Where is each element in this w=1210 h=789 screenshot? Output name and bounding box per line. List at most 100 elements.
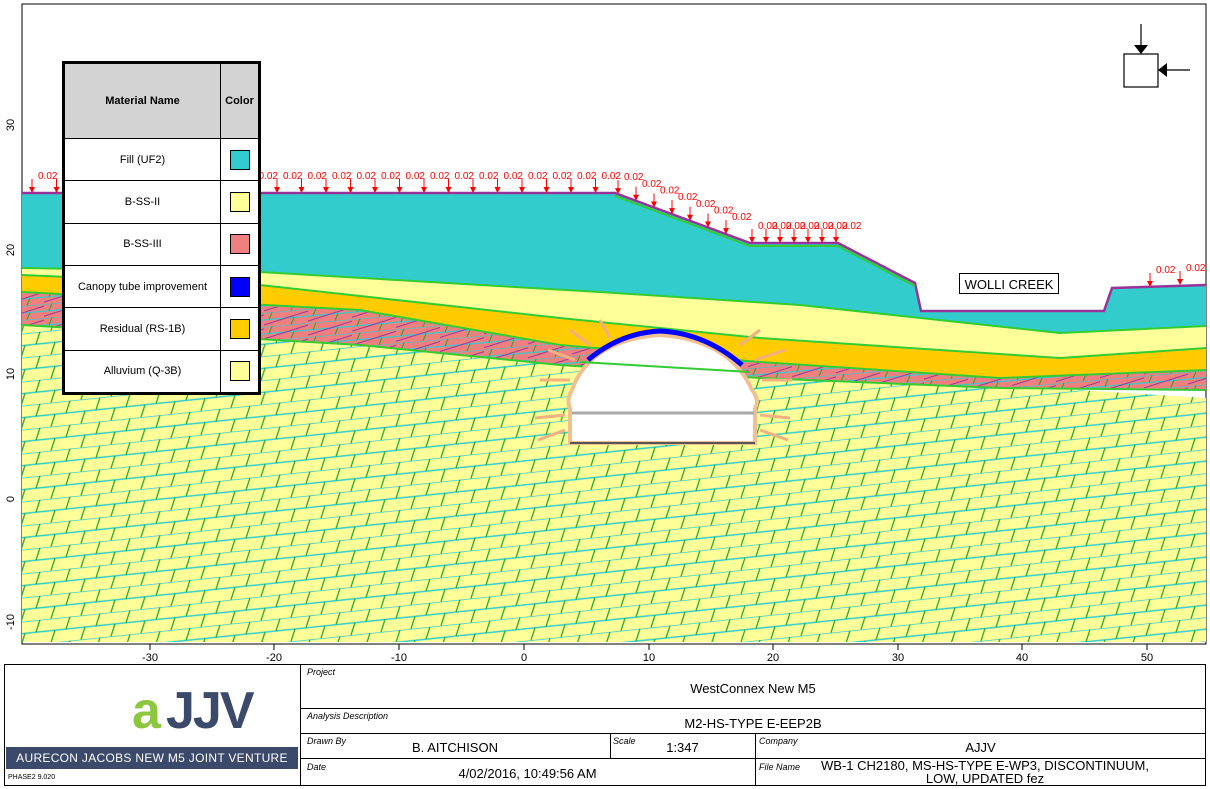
load-arrowhead bbox=[833, 237, 839, 243]
load-arrowhead bbox=[543, 187, 550, 193]
legend-swatch bbox=[229, 234, 250, 255]
load-value: 0.02 bbox=[504, 171, 524, 182]
load-arrowhead bbox=[805, 237, 811, 243]
load-arrowhead bbox=[29, 187, 35, 193]
tunnel-excavation bbox=[566, 332, 759, 445]
load-value: 0.02 bbox=[786, 221, 806, 232]
legend-swatch bbox=[229, 149, 250, 170]
load-value: 0.02 bbox=[38, 171, 58, 182]
material-legend: Material Name Color Fill (UF2) B-SS-II B… bbox=[62, 61, 261, 395]
legend-swatch bbox=[229, 191, 250, 212]
load-value: 0.02 bbox=[357, 171, 377, 182]
y-tick-label: 10 bbox=[5, 368, 17, 380]
load-arrowhead bbox=[347, 187, 354, 193]
x-axis: -30 -20 -10 0 10 20 30 40 50 bbox=[142, 644, 1153, 664]
rock-mass bbox=[22, 325, 1206, 642]
load-arrowhead bbox=[445, 187, 452, 193]
load-arrowhead bbox=[819, 237, 825, 243]
tunnel bbox=[534, 319, 792, 445]
jv-name: AURECON JACOBS NEW M5 JOINT VENTURE bbox=[6, 747, 298, 769]
logo-a: a bbox=[132, 682, 161, 740]
load-value: 0.02 bbox=[1156, 265, 1176, 276]
load-value: 0.02 bbox=[800, 221, 820, 232]
x-tick-label: 20 bbox=[767, 652, 779, 664]
load-value: 0.02 bbox=[602, 171, 622, 182]
logo-jjv: JJV bbox=[166, 682, 255, 740]
load-value: 0.02 bbox=[332, 171, 352, 182]
load-arrowhead bbox=[568, 187, 574, 193]
legend-row: Residual (RS-1B) bbox=[64, 307, 259, 351]
load-arrowhead bbox=[633, 194, 639, 201]
x-tick-label: 50 bbox=[1141, 652, 1153, 664]
file-name-value: WB-1 CH2180, MS-HS-TYPE E-WP3, DISCONTIN… bbox=[821, 759, 1149, 785]
load-arrowhead bbox=[705, 221, 711, 228]
y-tick-label: 20 bbox=[5, 244, 17, 256]
residual-layer bbox=[22, 275, 1206, 378]
load-arrowhead bbox=[1177, 279, 1183, 285]
file-name-label: File Name bbox=[759, 762, 801, 772]
y-tick-label: 0 bbox=[5, 496, 17, 502]
x-tick-label: 40 bbox=[1016, 652, 1028, 664]
ground-surface bbox=[22, 191, 1207, 313]
fill-layer bbox=[22, 193, 1206, 333]
load-value: 0.02 bbox=[714, 205, 734, 216]
load-value: 0.02 bbox=[678, 192, 698, 203]
heading-boundary bbox=[579, 361, 751, 373]
load-value: 0.02 bbox=[758, 221, 778, 232]
date-label: Date bbox=[307, 762, 327, 772]
load-value: 0.02 bbox=[553, 171, 573, 182]
project-value: WestConnex New M5 bbox=[690, 681, 816, 696]
support-icon bbox=[1123, 24, 1190, 88]
load-value: 0.02 bbox=[381, 171, 401, 182]
load-arrowhead bbox=[470, 187, 476, 193]
legend-material-name: Residual (RS-1B) bbox=[64, 307, 221, 351]
project-label: Project bbox=[307, 667, 336, 677]
rock-bolts bbox=[534, 319, 792, 442]
drawn-by-label: Drawn By bbox=[307, 736, 347, 746]
load-arrowhead bbox=[763, 237, 769, 243]
legend-material-name: Fill (UF2) bbox=[64, 137, 221, 182]
y-tick-label: 30 bbox=[5, 119, 17, 131]
load-value: 0.02 bbox=[430, 171, 450, 182]
analysis-label: Analysis Description bbox=[307, 711, 389, 721]
load-value: 0.02 bbox=[696, 199, 716, 210]
company-label: Company bbox=[759, 736, 798, 746]
load-arrowhead bbox=[396, 187, 403, 193]
load-value: 0.02 bbox=[624, 172, 644, 183]
wolli-creek-label: WOLLI CREEK bbox=[959, 273, 1059, 294]
date-value: 4/02/2016, 10:49:56 AM bbox=[458, 766, 597, 781]
load-value: 0.02 bbox=[660, 185, 680, 196]
load-value: 0.02 bbox=[842, 221, 862, 232]
legend-row: B-SS-III bbox=[64, 222, 259, 266]
scale-value: 1:347 bbox=[666, 740, 699, 755]
load-arrowhead bbox=[592, 187, 599, 193]
legend-header-color: Color bbox=[220, 63, 259, 139]
load-value: 0.02 bbox=[828, 221, 848, 232]
legend-header-material: Material Name bbox=[64, 63, 221, 139]
legend-row: Canopy tube improvement bbox=[64, 264, 259, 309]
load-arrowhead bbox=[615, 188, 621, 195]
load-value: 0.02 bbox=[732, 212, 752, 223]
x-tick-label: -10 bbox=[391, 652, 407, 664]
x-tick-label: 0 bbox=[521, 652, 527, 664]
x-tick-label: 10 bbox=[643, 652, 655, 664]
legend-swatch bbox=[229, 318, 250, 339]
company-value: AJJV bbox=[965, 740, 996, 755]
load-arrowhead bbox=[494, 187, 501, 193]
load-value: 0.02 bbox=[772, 221, 792, 232]
load-arrowhead bbox=[274, 187, 280, 193]
load-value: 0.02 bbox=[528, 171, 548, 182]
drawn-by-value: B. AITCHISON bbox=[412, 740, 498, 755]
load-value: 0.02 bbox=[1186, 263, 1206, 274]
canopy-tubes bbox=[586, 328, 744, 367]
load-arrowhead bbox=[53, 187, 60, 193]
scale-label: Scale bbox=[613, 736, 636, 746]
load-arrowhead bbox=[372, 187, 378, 193]
load-value: 0.02 bbox=[642, 179, 662, 190]
x-tick-label: 30 bbox=[892, 652, 904, 664]
load-value: 0.02 bbox=[283, 171, 303, 182]
load-value: 0.02 bbox=[577, 171, 597, 182]
legend-material-name: Alluvium (Q-3B) bbox=[64, 349, 221, 394]
load-arrowhead bbox=[777, 237, 783, 243]
